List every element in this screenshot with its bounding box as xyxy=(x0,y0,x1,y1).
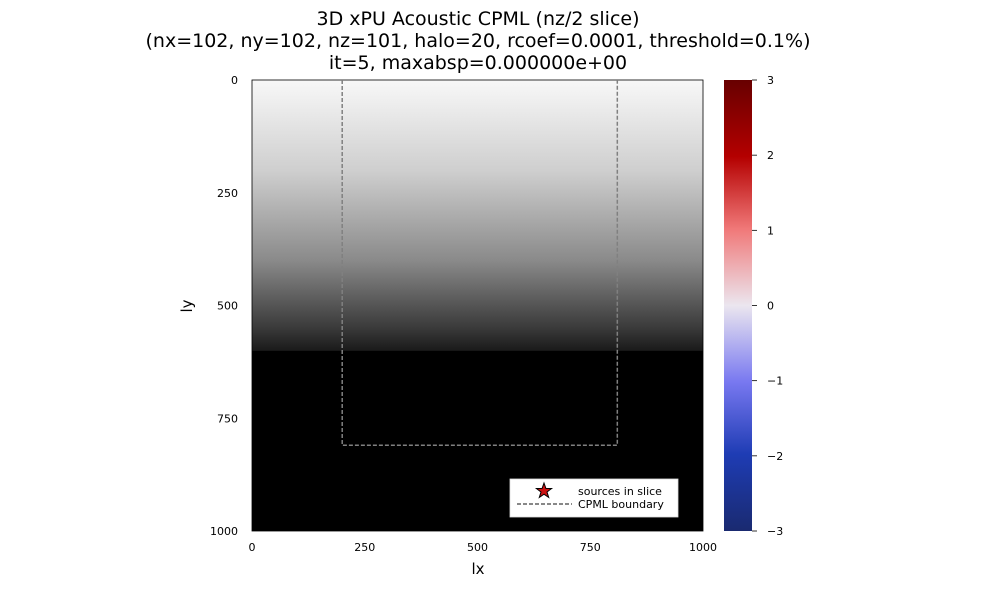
y-tick-label: 750 xyxy=(217,412,238,425)
colorbar-tick-label: 1 xyxy=(767,224,774,237)
plot-frame xyxy=(251,79,704,532)
colorbar-tick-label: 0 xyxy=(767,300,774,313)
colorbar xyxy=(724,80,752,531)
x-tick-label: 0 xyxy=(249,541,256,554)
x-tick-label: 1000 xyxy=(689,541,717,554)
chart-title-line-3: it=5, maxabsp=0.000000e+00 xyxy=(328,52,628,74)
cpml-boundary-line xyxy=(341,80,619,447)
colorbar-tick-label: −2 xyxy=(767,450,783,463)
legend: sources in slice CPML boundary xyxy=(509,478,679,518)
x-tick-label: 250 xyxy=(354,541,375,554)
y-tick-label: 250 xyxy=(217,187,238,200)
chart-title-line-1: 3D xPU Acoustic CPML (nz/2 slice) xyxy=(316,8,640,30)
y-axis-ticks: 0 250 500 750 1000 xyxy=(210,74,238,538)
y-tick-label: 0 xyxy=(231,74,238,87)
chart-title-line-2: (nx=102, ny=102, nz=101, halo=20, rcoef=… xyxy=(145,30,811,52)
y-tick-label: 500 xyxy=(217,300,238,313)
colorbar-tick-label: −1 xyxy=(767,375,783,388)
colorbar-tick-label: 2 xyxy=(767,149,774,162)
heatmap-field xyxy=(252,80,703,531)
legend-star-icon xyxy=(534,481,554,499)
colorbar-tick-label: 3 xyxy=(767,74,774,87)
legend-box xyxy=(509,478,679,518)
y-axis-label: ly xyxy=(178,299,196,312)
colorbar-ticks: 3 2 1 0 −1 −2 −3 xyxy=(752,74,783,538)
legend-label-cpml: CPML boundary xyxy=(578,498,664,511)
x-axis-label: lx xyxy=(471,560,484,578)
colorbar-tick-label: −3 xyxy=(767,525,783,538)
x-tick-label: 500 xyxy=(467,541,488,554)
x-tick-label: 750 xyxy=(580,541,601,554)
x-axis-ticks: 0 250 500 750 1000 xyxy=(249,541,718,554)
y-tick-label: 1000 xyxy=(210,525,238,538)
legend-label-sources: sources in slice xyxy=(578,485,662,498)
